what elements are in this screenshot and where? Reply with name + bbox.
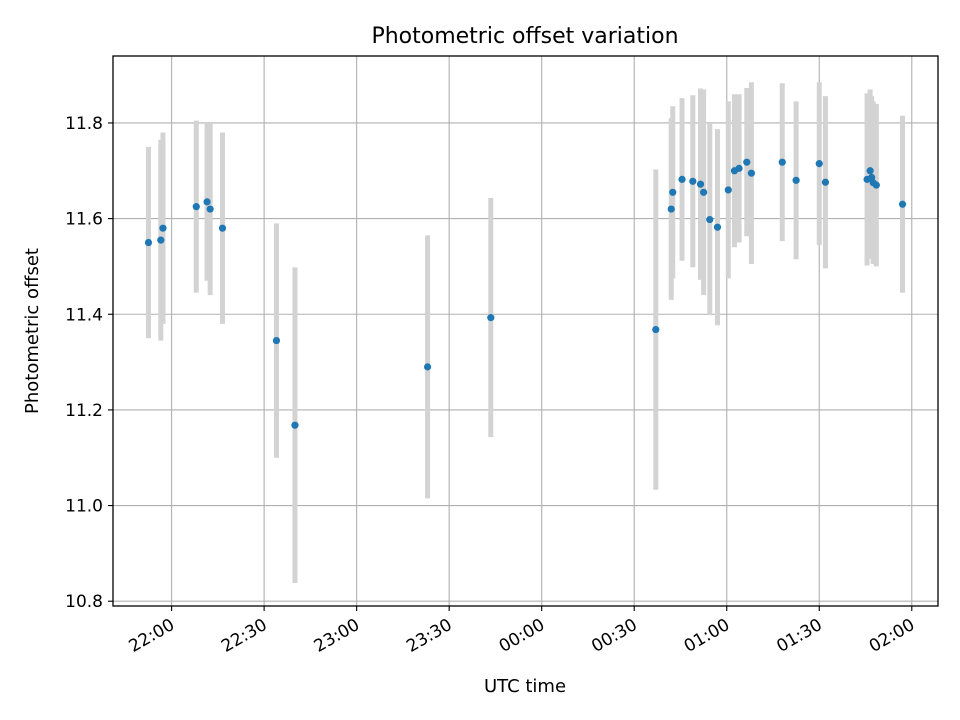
data-point (652, 325, 660, 334)
data-point (872, 181, 880, 189)
data-point (898, 200, 907, 208)
data-point (696, 180, 705, 188)
data-point (291, 421, 299, 429)
data-point (192, 203, 200, 211)
data-point (724, 186, 732, 194)
data-point (815, 160, 823, 168)
y-axis-label: Photometric offset (22, 248, 43, 414)
data-point (218, 224, 227, 232)
data-point (272, 336, 281, 345)
data-point (159, 224, 167, 232)
data-point (144, 238, 153, 247)
y-tick-label: 10.8 (65, 592, 103, 612)
data-point (792, 176, 800, 184)
data-point (157, 236, 165, 244)
data-point (866, 167, 874, 175)
data-point (700, 188, 708, 196)
data-point (689, 177, 697, 185)
data-point (667, 205, 675, 213)
data-point (743, 158, 751, 166)
y-tick-label: 11.6 (65, 210, 103, 230)
y-tick-label: 11.8 (65, 114, 103, 134)
chart-title: Photometric offset variation (371, 24, 678, 49)
plot-frame (112, 55, 939, 607)
data-point (706, 215, 714, 224)
data-point (203, 198, 211, 206)
data-point (821, 178, 830, 186)
data-point (669, 188, 677, 196)
data-point (713, 223, 722, 231)
grid (113, 56, 938, 606)
data-point (747, 169, 756, 177)
y-tick-label: 11.2 (65, 401, 103, 421)
data-point (678, 175, 686, 183)
data-point (423, 363, 432, 371)
y-tick-label: 11.0 (65, 497, 103, 517)
y-tick-label: 11.4 (65, 305, 103, 325)
data-point (206, 205, 214, 213)
data-point (778, 158, 786, 166)
x-axis-label: UTC time (484, 676, 566, 697)
data-point (487, 314, 495, 322)
data-points (144, 158, 907, 429)
data-point (735, 164, 743, 172)
